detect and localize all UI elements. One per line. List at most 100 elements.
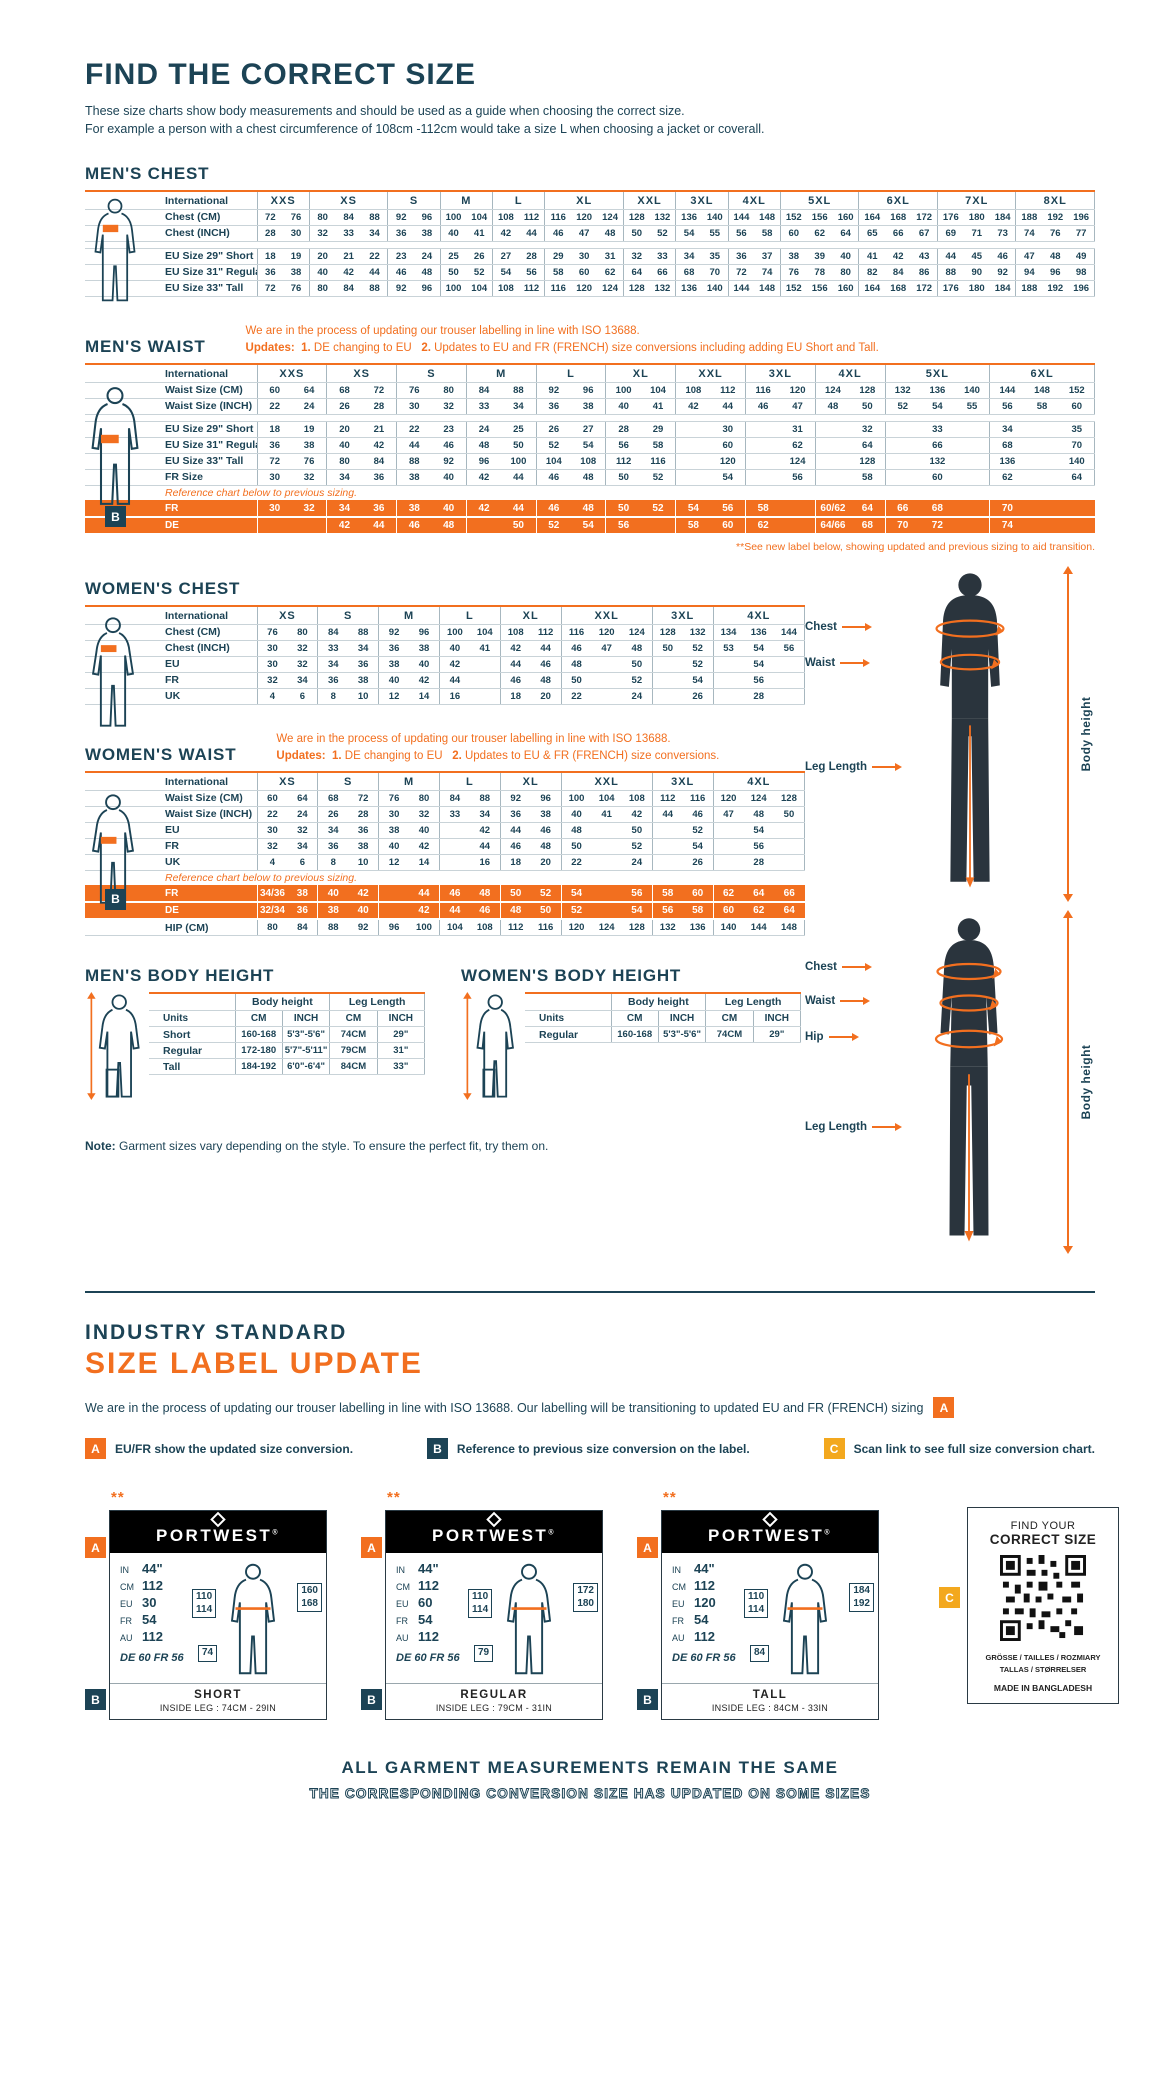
mini-figure: 110 114 160 168 74: [190, 1561, 322, 1679]
note-text: Garment sizes vary depending on the styl…: [119, 1138, 549, 1153]
size-value-cell: 100: [409, 919, 440, 936]
field-key: CM: [396, 1582, 410, 1593]
womens-height-figure: [461, 991, 525, 1105]
size-value-cell: 41: [858, 248, 886, 265]
male-waist-figure-icon: [91, 387, 139, 506]
size-value-cell: 30: [283, 225, 310, 242]
size-value-cell: 52: [682, 822, 714, 839]
size-value-cell: 32: [850, 421, 886, 438]
mens-chest-section: MEN'S CHEST International XXS XS S M L XL XXL 3X…: [85, 164, 1096, 302]
mens-chest-table-wrap: International XXS XS S M L XL XXL 3XL 4XL 5XL 6XL 7X…: [85, 190, 1096, 302]
size-value-cell: 44: [396, 437, 432, 454]
right-column: Chest Waist Leg Length Body height: [805, 563, 1095, 1265]
size-value-cell: 44: [710, 398, 746, 415]
garment-label: PORTWEST® IN 44" CM 112 EU 120 FR 54 AU 112 D…: [661, 1510, 879, 1721]
size-value-cell: 47: [712, 806, 744, 823]
size-value-cell: 14: [409, 854, 440, 871]
size-value-cell: 144: [773, 624, 805, 641]
row-label: Waist Size (CM): [85, 790, 257, 807]
size-value-cell: 54: [743, 822, 774, 839]
size-value-cell: 64: [622, 264, 650, 281]
size-value-cell: 36: [348, 656, 379, 673]
size-column-header: M: [378, 606, 440, 625]
size-value-cell: [814, 469, 851, 486]
badge-b: B: [637, 1689, 658, 1711]
size-value-cell: 38: [317, 902, 349, 921]
size-value-cell: 56: [651, 902, 683, 921]
size-value-cell: 144: [727, 209, 755, 226]
row-label: Reference chart below to previous sizing…: [165, 487, 358, 499]
size-value-cell: 58: [640, 437, 676, 454]
size-value-cell: 34: [287, 672, 318, 689]
size-value-cell: 54: [710, 469, 746, 486]
size-value-cell: 6: [287, 688, 318, 705]
size-value-cell: [651, 822, 683, 839]
label-text: Leg Length: [805, 761, 867, 774]
size-value-cell: 42: [361, 437, 397, 454]
female-silhouette: [934, 918, 1004, 1242]
size-value-cell: 74CM: [705, 1026, 754, 1044]
qr-line-2: CORRECT SIZE: [989, 1532, 1097, 1548]
size-value-cell: 84: [335, 280, 362, 297]
size-value-cell: 18: [256, 421, 292, 438]
de-fr-previous-size: DE 60 FR 56: [672, 1652, 736, 1665]
size-value-cell: 34/36: [256, 885, 288, 904]
table-row: FR 30 32 34 36 38 40 42 44 46 48 50 52 54 56 58 60/62 64 6…: [85, 500, 1095, 519]
mens-body-height-title: MEN'S BODY HEIGHT: [85, 965, 275, 985]
size-value-cell: 54: [682, 672, 714, 689]
size-value-cell: 44: [501, 469, 537, 486]
size-value-cell: 43: [911, 248, 938, 265]
size-value-cell: 33: [649, 248, 676, 265]
size-value-cell: 128: [621, 919, 653, 936]
size-value-cell: 112: [518, 209, 545, 226]
field-key: AU: [396, 1633, 409, 1644]
size-value-cell: 100: [501, 453, 537, 470]
de-fr-previous-size: DE 60 FR 56: [396, 1652, 460, 1665]
size-value-cell: 40: [439, 225, 467, 242]
size-value-cell: 132: [884, 382, 920, 399]
male-measure-figure: Chest Waist Leg Length Body height: [805, 566, 1095, 903]
size-value-cell: 46: [469, 902, 501, 921]
size-value-cell: 28: [361, 398, 397, 415]
size-value-cell: 62: [744, 517, 781, 536]
size-value-cell: 40: [832, 248, 859, 265]
size-value-cell: 31": [376, 1042, 426, 1060]
row-label: Chest (CM): [85, 209, 257, 226]
qr-code[interactable]: [1000, 1555, 1086, 1642]
size-value-cell: 180: [963, 209, 990, 226]
size-value-cell: 80: [832, 264, 859, 281]
field-key: AU: [120, 1633, 133, 1644]
female-hip-label: Hip: [805, 1031, 859, 1043]
row-label: UK: [85, 854, 257, 871]
size-value-cell: 76: [283, 209, 310, 226]
size-column-header: Body height: [610, 992, 706, 1012]
size-value-cell: 62: [712, 885, 744, 904]
male-body-height-label: Body height: [1079, 696, 1093, 772]
size-value-cell: 40: [431, 500, 467, 519]
mens-waist-section: MEN'S WAIST We are in the process of upd…: [85, 323, 1096, 553]
row-label: EU: [85, 656, 257, 673]
size-value-cell: [591, 672, 622, 689]
size-value-cell: 44: [499, 656, 531, 673]
size-value-cell: 156: [806, 280, 833, 297]
size-value-cell: 70: [1059, 437, 1096, 454]
size-value-cell: 44: [501, 500, 537, 519]
size-value-cell: [651, 838, 683, 855]
mini-person-icon: [230, 1564, 276, 1675]
size-value-cell: 48: [469, 885, 501, 904]
size-value-cell: 36: [361, 500, 397, 519]
table-row: Waist Size (CM) 60 64 68 72 76 80 84 88 92 96 100 10…: [85, 382, 1096, 399]
size-column-header: M: [439, 191, 493, 210]
size-value-cell: 33": [376, 1058, 426, 1076]
size-value-cell: 64: [850, 437, 886, 454]
table-row: Short 160-168 5'3"-5'6" 74CM 29": [149, 1026, 426, 1044]
size-value-cell: 42: [885, 248, 912, 265]
field-value: 112: [694, 1578, 715, 1594]
size-value-cell: 60: [710, 517, 746, 536]
size-value-cell: 56: [727, 225, 755, 242]
size-value-cell: 54: [571, 517, 606, 536]
size-value-cell: 68: [989, 437, 1025, 454]
label-text: Chest: [805, 621, 837, 634]
female-waist-figure-icon: [91, 794, 135, 904]
size-value-cell: 28: [743, 854, 774, 871]
